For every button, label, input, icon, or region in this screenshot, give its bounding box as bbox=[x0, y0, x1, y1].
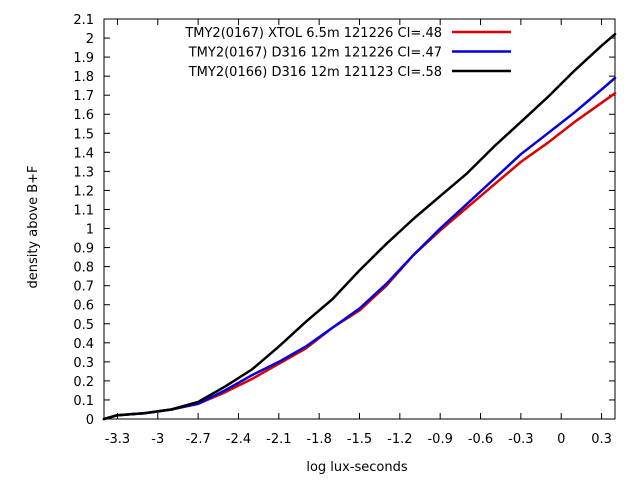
x-tick-label: -0.3 bbox=[508, 432, 533, 447]
y-axis-label: density above B+F bbox=[26, 165, 41, 288]
x-axis-label: log lux-seconds bbox=[306, 460, 408, 475]
y-tick-label: 0.4 bbox=[73, 337, 94, 352]
y-tick-label: 1.9 bbox=[73, 51, 94, 66]
legend: TMY2(0167) XTOL 6.5m 121226 CI=.48 TMY2(0… bbox=[184, 26, 511, 80]
y-tick-label: 1.1 bbox=[73, 203, 94, 218]
series-line-2 bbox=[102, 76, 617, 421]
y-tick-label: 1.5 bbox=[73, 127, 94, 142]
x-tick-label: -2.7 bbox=[185, 432, 210, 447]
x-tick-label: -3.3 bbox=[105, 432, 130, 447]
y-tick-label: 1.8 bbox=[73, 70, 94, 85]
y-tick-label: 0.2 bbox=[73, 375, 94, 390]
x-tick-label: -0.6 bbox=[468, 432, 493, 447]
y-tick-label: 0.5 bbox=[73, 318, 94, 333]
y-tick-label: 1.7 bbox=[73, 89, 94, 104]
x-tick-label: -1.2 bbox=[387, 432, 412, 447]
y-tick-label: 1.2 bbox=[73, 184, 94, 199]
y-tick-label: 1.4 bbox=[73, 146, 94, 161]
y-tick-label: 2.1 bbox=[73, 13, 94, 28]
legend-label-1: TMY2(0167) XTOL 6.5m 121226 CI=.48 bbox=[184, 26, 442, 41]
y-tick-label: 2 bbox=[86, 32, 94, 47]
x-tick-label: 0.3 bbox=[591, 432, 612, 447]
y-tick-label: 1 bbox=[86, 223, 94, 238]
x-tick-label: -2.4 bbox=[226, 432, 251, 447]
y-tick-label: 0.8 bbox=[73, 261, 94, 276]
x-tick-label: -1.5 bbox=[347, 432, 372, 447]
x-tick-label: -0.9 bbox=[427, 432, 452, 447]
y-tick-label: 0 bbox=[86, 413, 94, 428]
x-tick-label: -2.1 bbox=[266, 432, 291, 447]
y-tick-label: 1.6 bbox=[73, 108, 94, 123]
x-tick-label: 0 bbox=[557, 432, 565, 447]
y-tick-label: 0.1 bbox=[73, 394, 94, 409]
series-layer bbox=[102, 32, 617, 421]
y-tick-label: 0.7 bbox=[73, 280, 94, 295]
axis-ticks: -3.3 -3 -2.7 -2.4 -2.1 -1.8 -1.5 -1.2 -0.9 -0.6 -0… bbox=[73, 13, 615, 447]
x-tick-label: -1.8 bbox=[306, 432, 331, 447]
x-tick-label: -3 bbox=[151, 432, 164, 447]
legend-label-2: TMY2(0167) D316 12m 121226 CI=.47 bbox=[188, 46, 442, 61]
y-tick-label: 1.3 bbox=[73, 165, 94, 180]
series-line-3 bbox=[102, 32, 617, 421]
legend-label-3: TMY2(0166) D316 12m 121123 CI=.58 bbox=[188, 65, 442, 80]
y-tick-label: 0.3 bbox=[73, 356, 94, 371]
y-tick-label: 0.6 bbox=[73, 299, 94, 314]
y-tick-label: 0.9 bbox=[73, 242, 94, 257]
